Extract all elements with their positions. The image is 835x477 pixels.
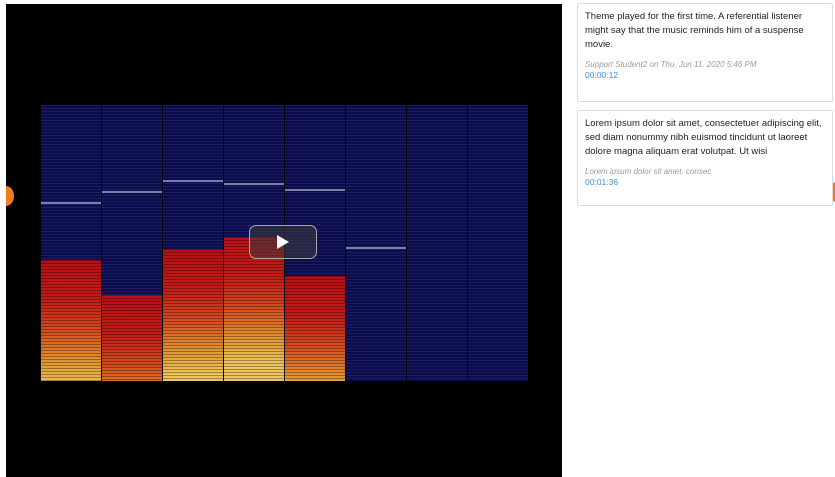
visualizer-band bbox=[41, 105, 101, 381]
comment-timestamp-link[interactable]: 00:00:12 bbox=[585, 70, 619, 80]
visualizer-band-peak bbox=[41, 202, 101, 204]
visualizer-band-level bbox=[41, 260, 101, 381]
comment-meta: Support Student2 on Thu, Jun 11, 2020 5:… bbox=[585, 60, 757, 69]
play-icon bbox=[277, 235, 289, 249]
comment-text: Lorem ipsum dolor sit amet, consectetuer… bbox=[585, 118, 822, 157]
visualizer-band-level bbox=[285, 276, 345, 381]
visualizer-band bbox=[468, 105, 528, 381]
visualizer-band-peak bbox=[224, 183, 284, 185]
comment-timestamp-link[interactable]: 00:01:36 bbox=[585, 177, 619, 187]
comment-meta: Lorem ipsum dolor sit amet, consec bbox=[585, 167, 712, 176]
visualizer-band-peak bbox=[346, 247, 406, 249]
visualizer-band-peak bbox=[102, 191, 162, 193]
visualizer-band-level bbox=[224, 237, 284, 381]
visualizer-band-level bbox=[163, 249, 223, 381]
previous-comment-button[interactable] bbox=[6, 186, 14, 206]
visualizer-band bbox=[163, 105, 223, 381]
visualizer-band bbox=[102, 105, 162, 381]
comment-card: Theme played for the first time. A refer… bbox=[577, 3, 833, 102]
visualizer-band bbox=[407, 105, 467, 381]
play-button[interactable] bbox=[249, 225, 317, 259]
visualizer-band-peak bbox=[163, 180, 223, 182]
visualizer-band-peak bbox=[285, 189, 345, 191]
comment-text: Theme played for the first time. A refer… bbox=[585, 11, 804, 50]
visualizer-band bbox=[346, 105, 406, 381]
video-player[interactable] bbox=[6, 4, 562, 477]
visualizer-band-level bbox=[102, 295, 162, 381]
comment-card: Lorem ipsum dolor sit amet, consectetuer… bbox=[577, 110, 833, 206]
